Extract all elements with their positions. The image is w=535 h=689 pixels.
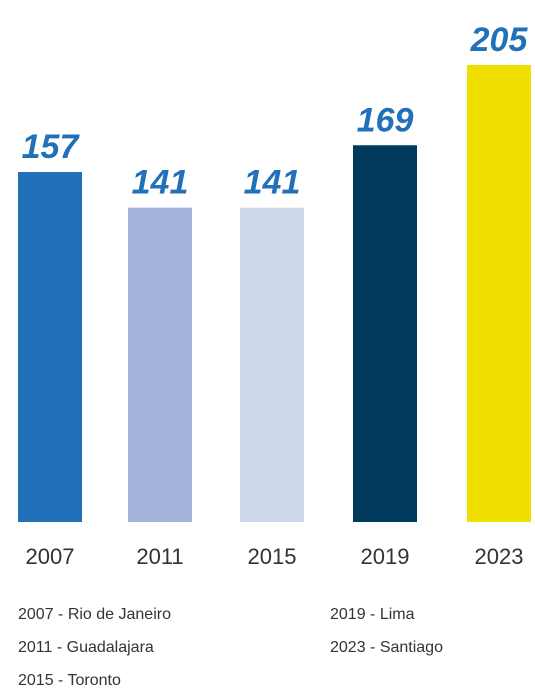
- bar: [128, 207, 192, 523]
- note: 2023 - Santiago: [330, 639, 443, 656]
- x-tick-label: 2015: [248, 544, 297, 569]
- value-label: 157: [22, 128, 81, 166]
- bar: [240, 207, 304, 523]
- x-tick-label: 2019: [361, 544, 410, 569]
- x-tick-label: 2007: [26, 544, 75, 569]
- note: 2007 - Rio de Janeiro: [18, 606, 171, 623]
- note: 2015 - Toronto: [18, 672, 121, 689]
- bar: [18, 172, 82, 522]
- note: 2019 - Lima: [330, 606, 415, 623]
- bar: [353, 145, 417, 522]
- x-tick-label: 2023: [475, 544, 524, 569]
- bar: [467, 65, 531, 522]
- value-label: 141: [244, 164, 301, 202]
- note: 2011 - Guadalajara: [18, 639, 154, 656]
- x-tick-label: 2011: [136, 544, 183, 569]
- value-label: 141: [132, 164, 189, 202]
- value-label: 169: [357, 101, 414, 139]
- value-label: 205: [470, 21, 529, 59]
